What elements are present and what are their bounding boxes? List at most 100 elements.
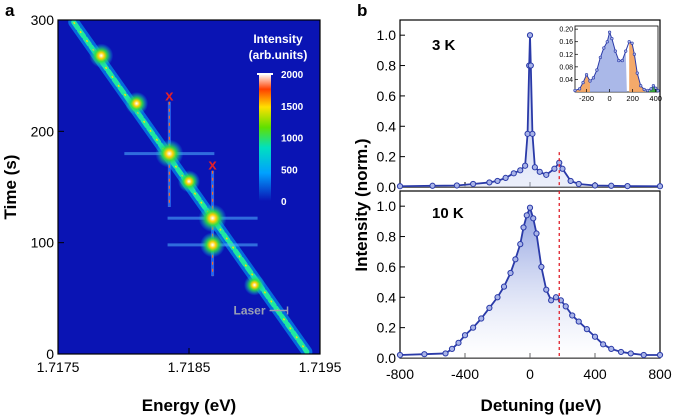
inset-y-tick-label: 0.04 <box>559 77 573 84</box>
data-point <box>461 332 469 339</box>
data-point <box>640 351 647 359</box>
data-point <box>591 333 599 340</box>
colorbar-title-line1: Intensity <box>253 32 303 46</box>
data-point <box>486 304 493 311</box>
inset-point <box>624 49 628 53</box>
y-tick-label: 0.2 <box>377 320 397 336</box>
label-10k: 10 K <box>432 205 464 222</box>
colorbar-tick-label: 1500 <box>281 102 304 113</box>
y-tick-label: 1.0 <box>377 198 397 214</box>
inset-x-tick-label: -200 <box>579 94 594 103</box>
data-point <box>517 167 524 174</box>
inset-y-tick-label: 0.08 <box>559 64 573 71</box>
colorbar-tick-label: 2000 <box>281 70 304 81</box>
data-point <box>478 315 485 322</box>
inset-point <box>630 41 634 45</box>
data-point <box>608 345 615 352</box>
y-tick-label: 0 <box>46 346 54 362</box>
data-point <box>548 297 555 304</box>
inset-spectrum: 0.04 0.08 0.12 0.16 0.20 -200 0 200 400 <box>559 25 662 103</box>
inset-point <box>573 88 577 93</box>
data-point <box>512 256 519 263</box>
data-point <box>526 32 534 39</box>
data-point <box>591 182 599 189</box>
inset-y-tick-label: 0.16 <box>559 39 573 46</box>
data-point <box>583 326 590 333</box>
panel-label-a: a <box>5 1 15 20</box>
inset-point <box>649 87 653 91</box>
x-tick-label: -800 <box>386 366 414 382</box>
y-tick-label: 0.6 <box>377 259 397 275</box>
spectrum-3k: 0.0 0.2 0.4 0.6 0.8 1.0 <box>377 19 664 195</box>
label-3k: 3 K <box>432 37 456 54</box>
y-tick-label: 0.0 <box>377 350 397 366</box>
inset-point <box>598 55 602 60</box>
y-tick-label: 0.8 <box>377 229 397 245</box>
x-tick-label: -400 <box>451 366 479 382</box>
data-point <box>470 324 477 331</box>
inset-side-peak <box>575 74 590 92</box>
data-point <box>510 170 517 177</box>
data-point <box>608 182 615 189</box>
inset-point <box>646 88 650 93</box>
inset-point <box>627 40 631 44</box>
data-point <box>494 177 501 185</box>
inset-point <box>620 58 624 63</box>
data-point <box>536 168 543 175</box>
heatmap-y-axis-label: Time (s) <box>1 155 20 220</box>
x-marker: x <box>165 88 174 105</box>
colorbar: Intensity (arb.units) 2000 1500 1000 500 0 <box>249 32 308 208</box>
data-point <box>575 180 582 188</box>
hot-spot <box>198 204 227 233</box>
inset-point <box>578 87 582 91</box>
inset-y-tick-label: 0.12 <box>559 52 573 59</box>
heatmap-axes: 0 100 200 300 1.7175 1.7185 1.7195 <box>31 12 342 375</box>
spectrum-10k: 0.0 0.2 0.4 0.6 0.8 1.0 -800 -400 0 400 800 <box>377 190 672 382</box>
inset-point <box>581 80 585 85</box>
data-point <box>520 224 527 231</box>
data-point <box>396 183 404 190</box>
data-point <box>522 162 529 169</box>
data-point <box>600 341 607 348</box>
y-tick-label: 100 <box>31 235 55 251</box>
inset-central-fill <box>589 32 627 92</box>
inset-point <box>588 79 592 83</box>
colorbar-tick-label: 500 <box>281 165 298 176</box>
heatmap-layer: x x Laser <box>68 20 313 354</box>
inset-point <box>613 49 617 53</box>
hot-spot <box>125 92 149 115</box>
inset-point <box>595 68 599 72</box>
data-point <box>656 183 664 190</box>
data-point <box>448 345 456 352</box>
data-point <box>494 294 501 301</box>
spectra-x-axis-label: Detuning (μeV) <box>481 396 602 415</box>
y-tick-label: 200 <box>31 123 55 139</box>
data-point <box>627 350 634 357</box>
x-marker: x <box>208 157 217 174</box>
colorbar-ticks: 2000 1500 1000 500 0 <box>281 70 304 208</box>
y-tick-label: 0.0 <box>377 179 397 195</box>
y-tick-label: 0.2 <box>377 149 397 165</box>
inset-point <box>632 52 636 56</box>
data-point <box>530 215 537 222</box>
inset-point <box>639 84 643 88</box>
colorbar-gradient <box>259 74 271 201</box>
inset-point <box>591 76 596 80</box>
data-point <box>455 339 462 346</box>
hot-spot <box>178 170 200 193</box>
inset-point <box>605 40 609 44</box>
data-point <box>567 177 574 185</box>
y-tick-label: 0.4 <box>377 118 397 134</box>
data-point <box>453 182 460 189</box>
inset-x-tick-label: 0 <box>607 94 611 103</box>
x-tick-label: 800 <box>648 366 672 382</box>
hot-spot <box>155 139 184 168</box>
spectra-panel: 0.0 0.2 0.4 0.6 0.8 1.0 0.0 0.2 0.4 0.6 0.8 1.0 -80… <box>352 19 672 415</box>
data-point <box>421 351 428 358</box>
x-tick-label: 0 <box>526 366 534 382</box>
data-point <box>551 165 558 172</box>
data-point <box>552 294 560 301</box>
inset-point <box>617 58 621 63</box>
y-tick-label: 300 <box>31 12 55 28</box>
y-tick-label: 0.6 <box>377 88 397 104</box>
